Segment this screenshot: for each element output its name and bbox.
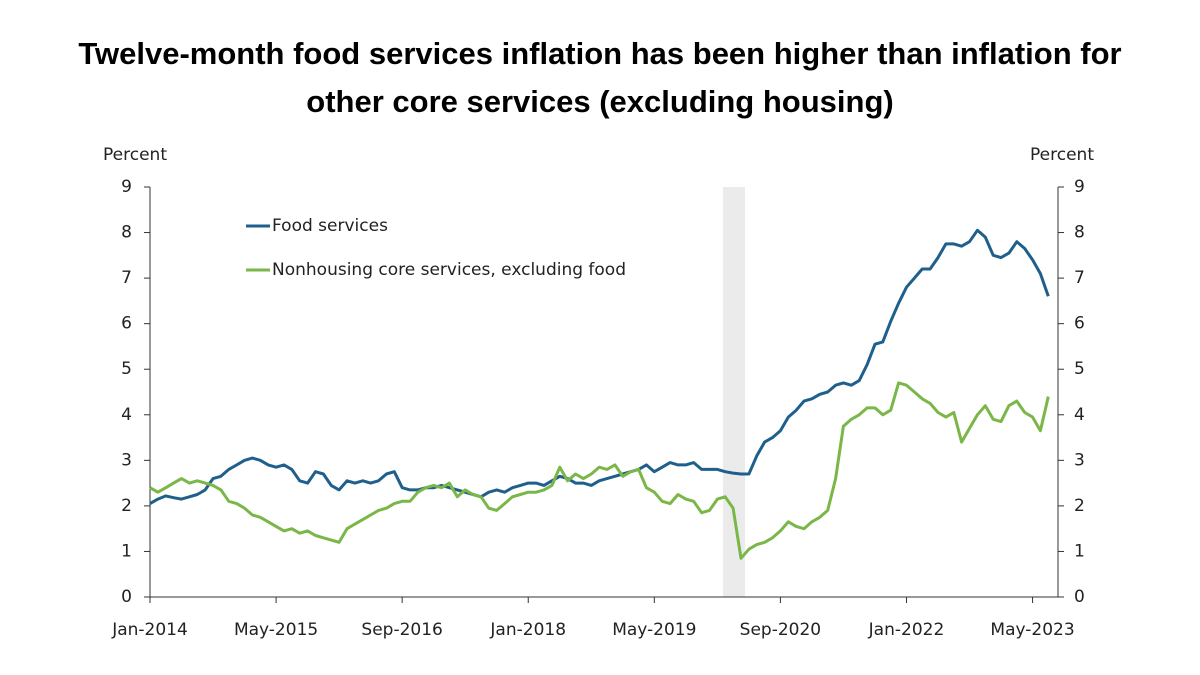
y2-tick-label: 0: [1074, 587, 1085, 607]
y-tick-label: 7: [121, 268, 132, 288]
y-tick-label: 9: [121, 177, 132, 197]
y-tick-label: 5: [121, 359, 132, 379]
y2-tick-label: 4: [1074, 405, 1085, 425]
y-tick-label: 4: [121, 405, 132, 425]
y-tick-label: 2: [121, 496, 132, 516]
y-tick-label: 6: [121, 314, 132, 334]
y2-tick-label: 5: [1074, 359, 1085, 379]
y-tick-label: 0: [121, 587, 132, 607]
y2-tick-label: 3: [1074, 450, 1085, 470]
x-tick-label: Jan-2018: [489, 620, 566, 640]
legend-label: Food services: [272, 216, 388, 236]
y-tick-label: 3: [121, 450, 132, 470]
legend-label: Nonhousing core services, excluding food: [272, 260, 626, 280]
y-tick-label: 1: [121, 541, 132, 561]
y2-tick-label: 2: [1074, 496, 1085, 516]
x-tick-label: May-2015: [234, 620, 318, 640]
y2-tick-label: 9: [1074, 177, 1085, 197]
series-line: [149, 228, 1050, 505]
y2-tick-label: 8: [1074, 223, 1085, 243]
recession-shade: [723, 187, 745, 597]
x-tick-label: May-2019: [612, 620, 696, 640]
x-tick-label: Sep-2020: [740, 620, 821, 640]
y-tick-label: 8: [121, 223, 132, 243]
x-tick-label: May-2023: [990, 620, 1074, 640]
series-line: [149, 381, 1050, 560]
x-tick-label: Sep-2016: [361, 620, 442, 640]
y2-axis-label: Percent: [1030, 145, 1094, 165]
x-tick-label: Jan-2022: [868, 620, 945, 640]
y-axis-label: Percent: [103, 145, 167, 165]
chart-title: Twelve-month food services inflation has…: [78, 36, 1122, 119]
x-tick-label: Jan-2014: [111, 620, 188, 640]
y2-tick-label: 6: [1074, 314, 1085, 334]
y2-tick-label: 1: [1074, 541, 1085, 561]
y2-tick-label: 7: [1074, 268, 1085, 288]
